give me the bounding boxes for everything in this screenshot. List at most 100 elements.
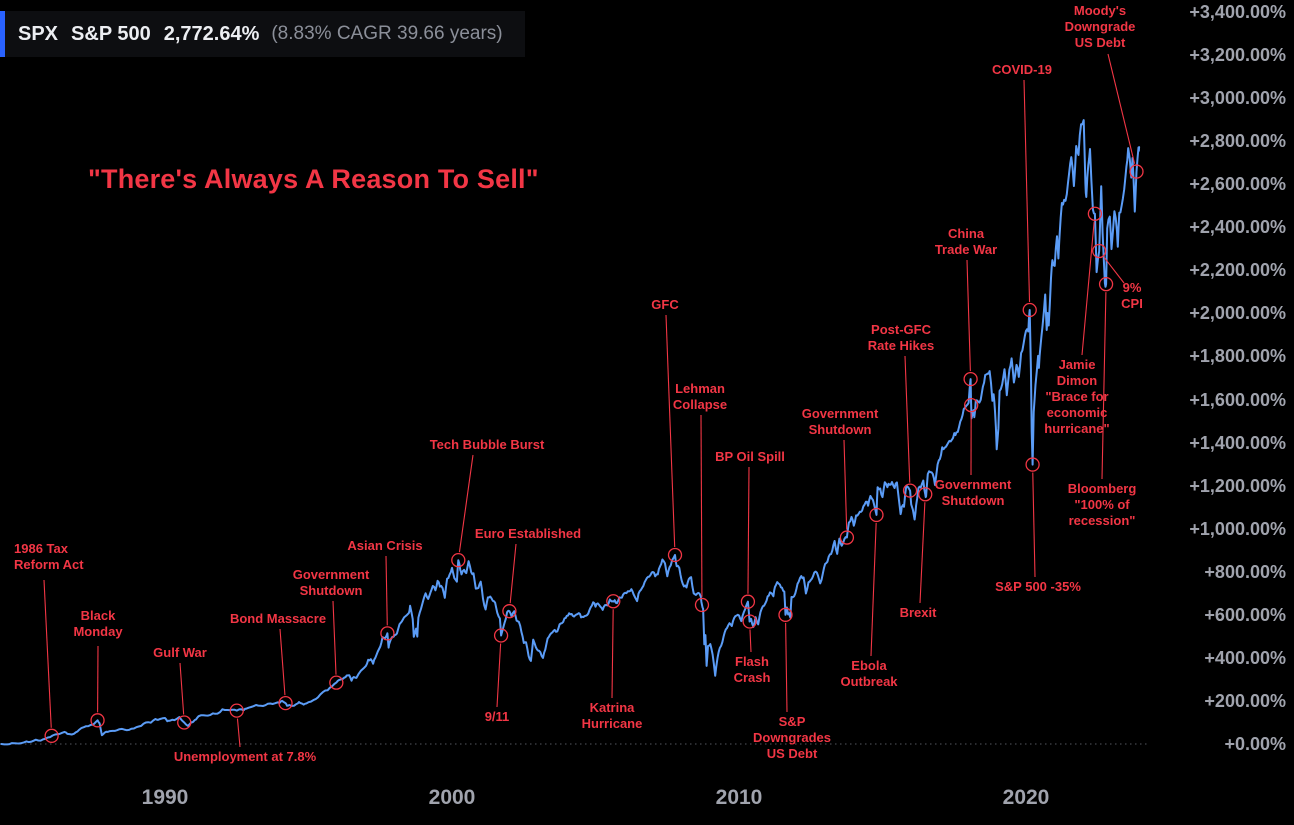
event-connector-moodys-downgrade xyxy=(1107,53,1136,164)
event-label-moodys-downgrade: Moody's Downgrade US Debt xyxy=(1064,3,1136,50)
event-connector-lehman-collapse xyxy=(700,414,703,597)
event-label-govt-shutdown-2013: Government Shutdown xyxy=(801,406,879,437)
event-label-sp500-minus-35: S&P 500 -35% xyxy=(995,579,1081,594)
event-marker-nine-eleven xyxy=(493,628,509,643)
event-connector-govt-shutdown-1995 xyxy=(332,600,337,675)
y-axis-label: +1,200.00% xyxy=(1189,475,1286,496)
event-label-govt-shutdown-2018: Government Shutdown xyxy=(934,477,1012,508)
symbol-name: S&P 500 xyxy=(71,22,151,45)
event-label-gfc: GFC xyxy=(651,297,679,312)
event-connector-sp-downgrades-us-debt xyxy=(785,622,788,713)
event-label-unemployment-7-8: Unemployment at 7.8% xyxy=(173,749,317,764)
event-marker-euro-established xyxy=(502,604,517,619)
event-label-ebola-outbreak: Ebola Outbreak xyxy=(840,658,898,689)
event-label-nine-percent-cpi: 9% CPI xyxy=(1121,280,1143,311)
event-connector-unemployment-7-8 xyxy=(236,718,241,748)
x-axis-label: 1990 xyxy=(141,786,189,809)
event-marker-sp-downgrades-us-debt xyxy=(778,607,793,622)
y-axis-label: +2,000.00% xyxy=(1189,303,1286,324)
event-label-black-monday: Black Monday xyxy=(73,608,123,639)
event-marker-post-gfc-rate-hikes xyxy=(902,483,918,498)
event-label-post-gfc-rate-hikes: Post-GFC Rate Hikes xyxy=(867,322,935,353)
y-axis-label: +2,800.00% xyxy=(1189,131,1286,152)
y-axis-label: +1,400.00% xyxy=(1189,432,1286,453)
event-connector-nine-eleven xyxy=(496,643,502,708)
event-marker-covid-19 xyxy=(1022,302,1037,318)
event-connector-gfc xyxy=(665,314,676,548)
event-label-bloomberg-100-recession: Bloomberg "100% of recession" xyxy=(1067,481,1137,528)
event-marker-ebola-outbreak xyxy=(869,507,884,523)
cagr-detail: (8.83% CAGR 39.66 years) xyxy=(271,23,503,44)
event-connector-katrina-hurricane xyxy=(611,609,614,699)
event-connector-covid-19 xyxy=(1023,79,1031,303)
event-label-asian-crisis: Asian Crisis xyxy=(347,538,423,553)
event-label-katrina-hurricane: Katrina Hurricane xyxy=(581,700,643,731)
event-label-flash-crash: Flash Crash xyxy=(733,654,771,685)
event-marker-bond-massacre xyxy=(278,695,293,711)
event-marker-govt-shutdown-2013 xyxy=(839,530,855,545)
x-axis-label: 2020 xyxy=(1002,786,1050,809)
y-axis-label: +800.00% xyxy=(1204,561,1286,582)
event-connector-bond-massacre xyxy=(279,628,286,696)
y-axis-label: +0.00% xyxy=(1224,734,1286,754)
event-connector-ebola-outbreak xyxy=(870,522,877,657)
event-label-tax-reform-1986: 1986 Tax Reform Act xyxy=(14,541,84,572)
event-marker-black-monday xyxy=(90,713,105,728)
x-axis-label: 2000 xyxy=(428,786,476,809)
y-axis-label: +2,200.00% xyxy=(1189,260,1286,281)
symbol-ticker: SPX xyxy=(18,22,59,45)
event-marker-gfc xyxy=(667,547,683,563)
event-connector-nine-percent-cpi xyxy=(1103,256,1125,284)
y-axis-label: +3,400.00% xyxy=(1189,2,1286,23)
event-marker-govt-shutdown-2018 xyxy=(964,397,979,413)
y-axis-label: +200.00% xyxy=(1204,690,1286,711)
event-label-jamie-dimon-hurricane: Jamie Dimon "Brace for economic hurricane" xyxy=(1044,357,1110,436)
y-axis-label: +3,200.00% xyxy=(1189,45,1286,66)
event-label-china-trade-war: China Trade War xyxy=(934,226,998,257)
event-connector-gulf-war xyxy=(179,662,185,715)
event-label-tech-bubble-burst: Tech Bubble Burst xyxy=(429,437,545,452)
y-axis-label: +2,600.00% xyxy=(1189,174,1286,195)
event-marker-brexit xyxy=(918,487,933,502)
event-label-brexit: Brexit xyxy=(899,605,937,620)
event-label-bp-oil-spill: BP Oil Spill xyxy=(715,449,785,464)
event-connector-sp500-minus-35 xyxy=(1032,472,1036,578)
y-axis-label: +3,000.00% xyxy=(1189,88,1286,109)
event-marker-unemployment-7-8 xyxy=(229,703,244,718)
event-marker-asian-crisis xyxy=(380,626,395,641)
price-axis[interactable]: +3,400.00% +3,200.00% +3,000.00% +2,800.00%… xyxy=(1146,0,1294,825)
y-axis-label: +1,000.00% xyxy=(1189,518,1286,539)
total-return-value: 2,772.64% xyxy=(163,22,260,45)
event-marker-gulf-war xyxy=(177,715,192,730)
event-label-govt-shutdown-1995: Government Shutdown xyxy=(292,567,370,598)
event-connector-govt-shutdown-2013 xyxy=(843,439,848,530)
event-connector-bloomberg-100-recession xyxy=(1101,292,1107,480)
event-label-euro-established: Euro Established xyxy=(474,526,582,541)
event-marker-sp500-minus-35 xyxy=(1025,457,1040,472)
event-label-covid-19: COVID-19 xyxy=(992,62,1052,77)
event-marker-tech-bubble-burst xyxy=(451,553,466,568)
event-connector-bp-oil-spill xyxy=(747,466,750,594)
event-label-nine-eleven: 9/11 xyxy=(484,709,510,724)
event-marker-bloomberg-100-recession xyxy=(1098,277,1114,292)
event-connector-asian-crisis xyxy=(385,555,388,626)
event-connector-tax-reform-1986 xyxy=(43,579,52,728)
symbol-legend[interactable]: SPX S&P 500 2,772.64% (8.83% CAGR 39.66 … xyxy=(0,11,525,57)
event-marker-tax-reform-1986 xyxy=(44,728,59,743)
event-marker-katrina-hurricane xyxy=(606,594,621,609)
event-marker-govt-shutdown-1995 xyxy=(329,675,344,690)
event-label-bond-massacre: Bond Massacre xyxy=(229,611,327,626)
time-axis[interactable]: 1990 2000 2010 2020 xyxy=(0,780,1294,825)
series-color-bar xyxy=(0,11,5,57)
event-connector-tech-bubble-burst xyxy=(458,454,474,553)
event-label-sp-downgrades-us-debt: S&P Downgrades US Debt xyxy=(752,714,832,761)
y-axis-label: +1,600.00% xyxy=(1189,389,1286,410)
event-connector-jamie-dimon-hurricane xyxy=(1081,221,1095,356)
y-axis-label: +2,400.00% xyxy=(1189,217,1286,238)
event-connector-china-trade-war xyxy=(966,259,971,372)
event-marker-nine-percent-cpi xyxy=(1092,243,1107,259)
event-marker-flash-crash xyxy=(742,614,757,629)
